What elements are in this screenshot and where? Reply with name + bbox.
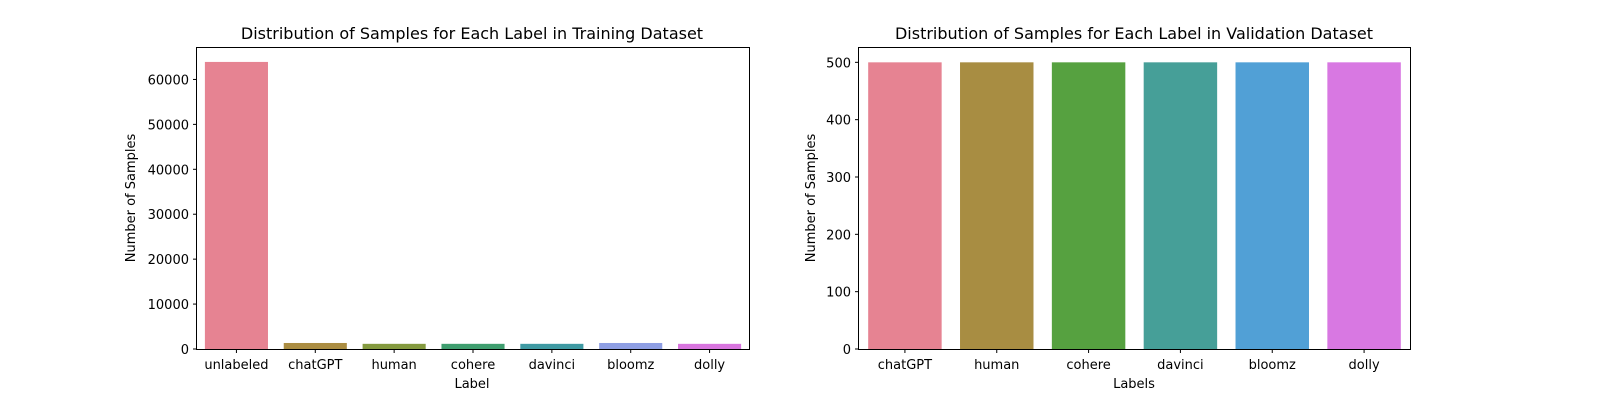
training-x-tick-label: davinci [529, 358, 576, 373]
training-x-tick-label: human [371, 358, 416, 373]
training-bar-dolly [678, 343, 742, 349]
validation-y-axis-label: Number of Samples [804, 134, 819, 263]
training-x-tick-label: bloomz [607, 358, 654, 373]
validation-y-tick-label: 300 [826, 171, 851, 186]
validation-x-axis-label: Labels [1113, 377, 1155, 392]
validation-x-tick-label: human [974, 358, 1019, 373]
training-x-axis-label: Label [454, 377, 489, 392]
training-x-tick-label: cohere [451, 358, 495, 373]
validation-y-tick-label: 500 [826, 56, 851, 71]
validation-y-ticks: 0 100 200 300 400 500 [826, 56, 859, 358]
training-bars [204, 61, 742, 350]
validation-y-tick-label: 400 [826, 114, 851, 129]
validation-x-ticks: chatGPT human cohere davinci bloomz dolly [878, 349, 1380, 373]
training-y-tick-label: 30000 [148, 208, 189, 223]
validation-plot-frame [858, 47, 1411, 350]
validation-chart-title: Distribution of Samples for Each Label i… [895, 24, 1373, 43]
training-bar-chatgpt [283, 342, 347, 349]
validation-x-tick-label: davinci [1157, 358, 1204, 373]
training-y-tick-label: 10000 [148, 298, 189, 313]
validation-x-tick-label: chatGPT [878, 358, 932, 373]
training-bar-davinci [520, 343, 584, 349]
validation-chart-panel: Distribution of Samples for Each Label i… [804, 24, 1411, 392]
validation-bar-davinci [1143, 62, 1218, 349]
validation-bar-chatgpt [868, 62, 942, 349]
validation-x-tick-label: bloomz [1249, 358, 1296, 373]
training-bar-unlabeled [204, 61, 268, 350]
validation-y-tick-label: 0 [843, 343, 851, 358]
training-y-tick-label: 50000 [148, 118, 189, 133]
training-x-tick-label: dolly [694, 358, 725, 373]
validation-bar-human [960, 62, 1034, 349]
training-y-tick-label: 20000 [148, 253, 189, 268]
training-y-axis-label: Number of Samples [124, 134, 139, 263]
validation-bar-dolly [1327, 62, 1401, 349]
training-chart-title: Distribution of Samples for Each Label i… [241, 24, 703, 43]
validation-x-tick-label: cohere [1066, 358, 1110, 373]
training-y-tick-label: 60000 [148, 73, 189, 88]
training-y-tick-label: 0 [181, 343, 189, 358]
training-x-tick-label: chatGPT [288, 358, 342, 373]
validation-bars [868, 62, 1401, 349]
training-chart-panel: Distribution of Samples for Each Label i… [124, 24, 750, 392]
training-bar-cohere [441, 343, 505, 349]
validation-bar-cohere [1051, 62, 1126, 349]
validation-bar-bloomz [1235, 62, 1309, 349]
training-x-tick-label: unlabeled [204, 358, 268, 373]
training-plot-frame [196, 47, 750, 350]
validation-y-tick-label: 100 [826, 286, 851, 301]
validation-x-tick-label: dolly [1349, 358, 1380, 373]
training-bar-human [362, 343, 426, 349]
training-bar-bloomz [599, 342, 663, 349]
validation-y-tick-label: 200 [826, 228, 851, 243]
training-x-ticks: unlabeled chatGPT human cohere davinci bloomz… [204, 349, 725, 373]
training-y-tick-label: 40000 [148, 163, 189, 178]
training-y-ticks: 0 10000 20000 30000 40000 50000 60000 [148, 73, 197, 358]
